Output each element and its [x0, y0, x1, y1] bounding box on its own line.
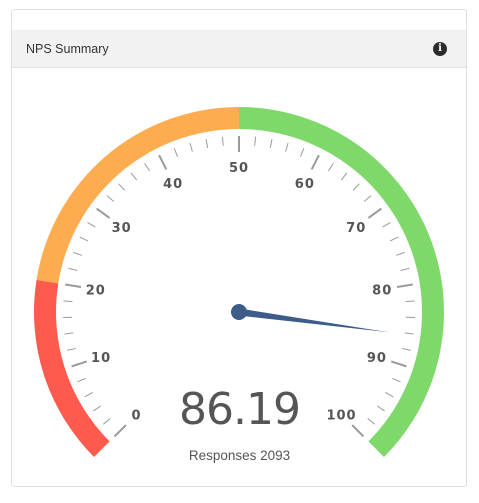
minor-tick [376, 405, 385, 412]
minor-tick [77, 377, 86, 383]
tick-label-80: 80 [372, 283, 392, 298]
minor-tick [404, 332, 414, 335]
gauge-needle [238, 308, 390, 333]
major-tick [65, 283, 82, 288]
tick-label-30: 30 [112, 221, 132, 236]
minor-tick [254, 136, 257, 146]
minor-tick [103, 418, 111, 425]
minor-tick [84, 392, 93, 398]
minor-tick [300, 148, 305, 157]
minor-tick [93, 405, 102, 412]
minor-tick [363, 195, 372, 202]
minor-tick [269, 139, 273, 149]
minor-tick [392, 377, 401, 383]
tick-label-70: 70 [346, 221, 366, 236]
gauge-value: 86.19 [179, 384, 301, 435]
tick-label-60: 60 [295, 177, 315, 192]
minor-tick [405, 300, 415, 303]
card-header: NPS Summary i [12, 30, 466, 68]
card-title: NPS Summary [26, 42, 109, 56]
minor-tick [63, 300, 73, 303]
minor-tick [189, 142, 193, 152]
major-tick [158, 154, 168, 170]
major-tick [351, 424, 365, 438]
minor-tick [130, 172, 138, 181]
major-tick [96, 207, 111, 219]
tick-label-90: 90 [367, 351, 387, 366]
minor-tick [79, 236, 89, 242]
tick-label-10: 10 [91, 351, 111, 366]
minor-tick [67, 347, 77, 351]
gauge-band-0 [33, 279, 110, 457]
minor-tick [395, 251, 405, 256]
minor-tick [382, 221, 391, 228]
minor-tick [87, 221, 96, 228]
minor-tick [352, 183, 360, 191]
tick-label-20: 20 [86, 283, 106, 298]
tick-label-0: 0 [131, 409, 141, 424]
minor-tick [385, 392, 394, 398]
needle-pivot [231, 304, 247, 320]
minor-tick [221, 136, 224, 146]
major-tick [390, 360, 407, 368]
minor-tick [205, 139, 209, 149]
tick-label-40: 40 [163, 177, 183, 192]
minor-tick [285, 142, 289, 152]
major-tick [367, 207, 382, 219]
major-tick [396, 283, 413, 288]
minor-tick [401, 347, 411, 351]
gauge-band-1 [36, 107, 239, 284]
minor-tick [73, 251, 83, 256]
minor-tick [389, 236, 399, 242]
minor-tick [340, 172, 348, 181]
minor-tick [64, 332, 74, 335]
nps-summary-card: NPS Summary i [11, 9, 467, 487]
tick-label-50: 50 [229, 161, 249, 176]
minor-tick [106, 195, 115, 202]
minor-tick [328, 163, 334, 172]
minor-tick [144, 163, 150, 172]
minor-tick [173, 148, 178, 157]
gauge-band-2 [239, 107, 444, 457]
info-icon[interactable]: i [433, 42, 447, 56]
minor-tick [118, 183, 126, 191]
minor-tick [400, 267, 410, 271]
responses-count: Responses 2093 [188, 448, 291, 463]
minor-tick [68, 267, 78, 271]
major-tick [113, 424, 127, 438]
major-tick [71, 360, 88, 368]
minor-tick [367, 418, 375, 425]
tick-label-100: 100 [326, 409, 356, 424]
major-tick [310, 154, 320, 170]
